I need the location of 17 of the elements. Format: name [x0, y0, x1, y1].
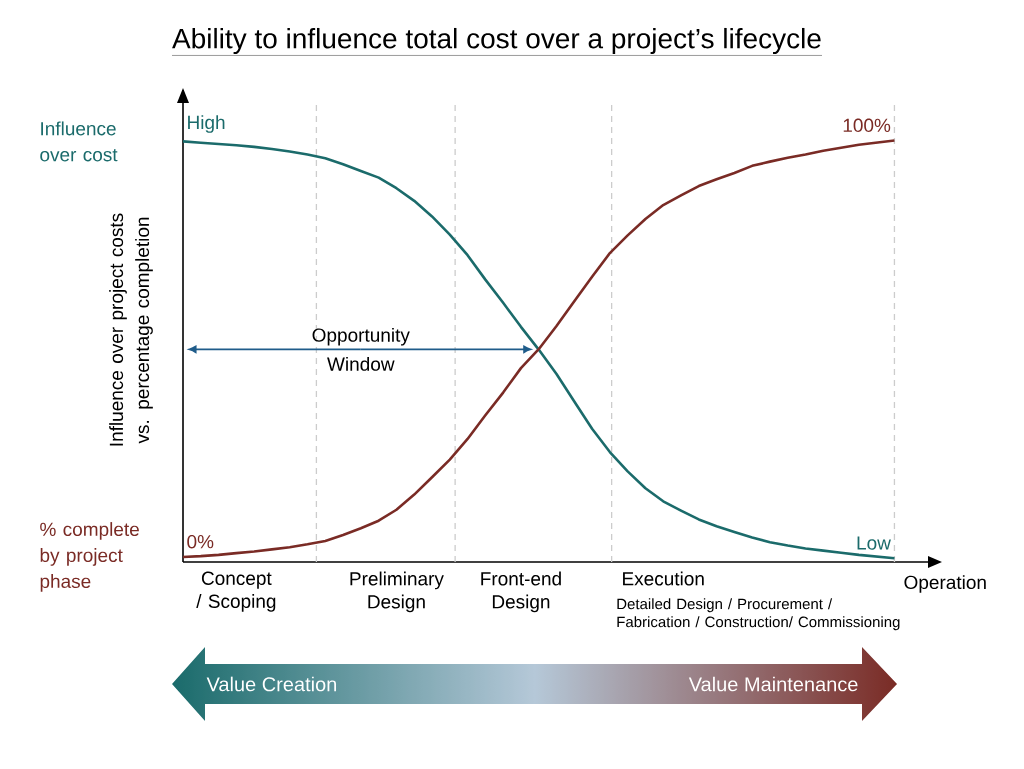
text: 100%: [843, 118, 891, 133]
annotation: Opportunity Window: [312, 327, 410, 371]
text: High: [188, 115, 225, 133]
text: Value Maintenance: [688, 676, 858, 692]
text: Value Creation: [206, 676, 337, 692]
text: % complete by project phase: [40, 522, 139, 592]
x-tick-label: Preliminary Design: [350, 571, 444, 613]
x-axis-title: Operation: [904, 575, 986, 593]
annotation: 0%: [187, 534, 214, 549]
x-tick-label: Front-end Design: [481, 571, 561, 613]
text: Detailed Design / Procurement / Fabrication / Construction/ Commissioning: [617, 598, 900, 631]
annotation: Low: [857, 536, 891, 550]
x-tick-label: Concept / Scoping: [196, 571, 276, 612]
x-tick-label: Execution: [623, 571, 704, 586]
y-axis-title: Influence over project costs vs. percentage completion: [109, 213, 153, 446]
chart-title: Ability to influence total cost over a project’s lifecycle: [172, 27, 821, 55]
text: Influence over cost: [40, 121, 118, 162]
